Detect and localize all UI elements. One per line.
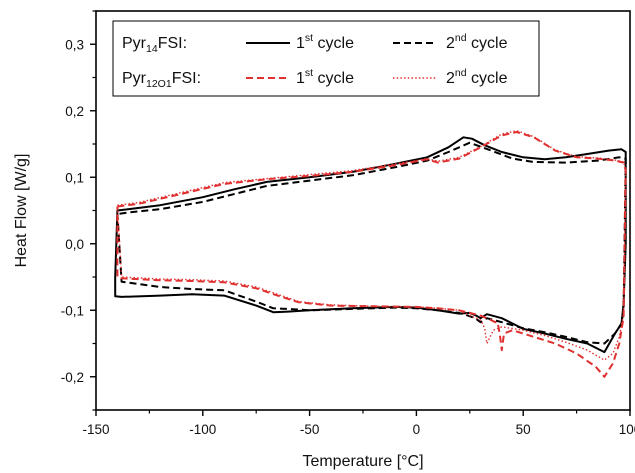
legend-cycle-label: 2nd cycle (446, 32, 508, 52)
y-tick-label: 0,1 (65, 170, 84, 185)
legend-group-label: Pyr14FSI: (122, 35, 187, 55)
x-tick-label: 100 (619, 422, 635, 437)
legend-cycle-label: 2nd cycle (446, 67, 508, 87)
series-layer (114, 130, 627, 378)
legend-box (112, 20, 540, 97)
x-tick-label: -100 (189, 422, 216, 437)
x-tick-label: -150 (82, 422, 109, 437)
x-tick-label: -50 (300, 422, 320, 437)
ticks-layer: -150 -100 -50 0 50 100 -0,2 -0,1 0,0 0,1 0,2 0,3 (61, 10, 635, 437)
y-tick-label: -0,1 (61, 303, 84, 318)
x-tick-label: 50 (516, 422, 531, 437)
y-tick-label: -0,2 (61, 370, 84, 385)
y-tick-label: 0,3 (65, 37, 84, 52)
legend-group-label: Pyr12O1FSI: (122, 70, 201, 90)
y-axis-title: Heat Flow [W/g] (13, 154, 30, 268)
x-axis-title: Temperature [°C] (302, 453, 423, 470)
x-tick-label: 0 (413, 422, 421, 437)
y-tick-label: 0,2 (65, 104, 84, 119)
series-line-2 (116, 141, 627, 345)
legend: Pyr14FSI: 1st cycle 2nd cycle Pyr12O1FSI: 1s… (112, 20, 540, 97)
series-line-1 (114, 136, 627, 354)
legend-cycle-label: 1st cycle (296, 67, 354, 87)
legend-cycle-label: 1st cycle (296, 32, 354, 52)
series-line-4 (116, 130, 627, 361)
y-tick-label: 0,0 (65, 237, 84, 252)
series-line-3 (116, 131, 627, 378)
